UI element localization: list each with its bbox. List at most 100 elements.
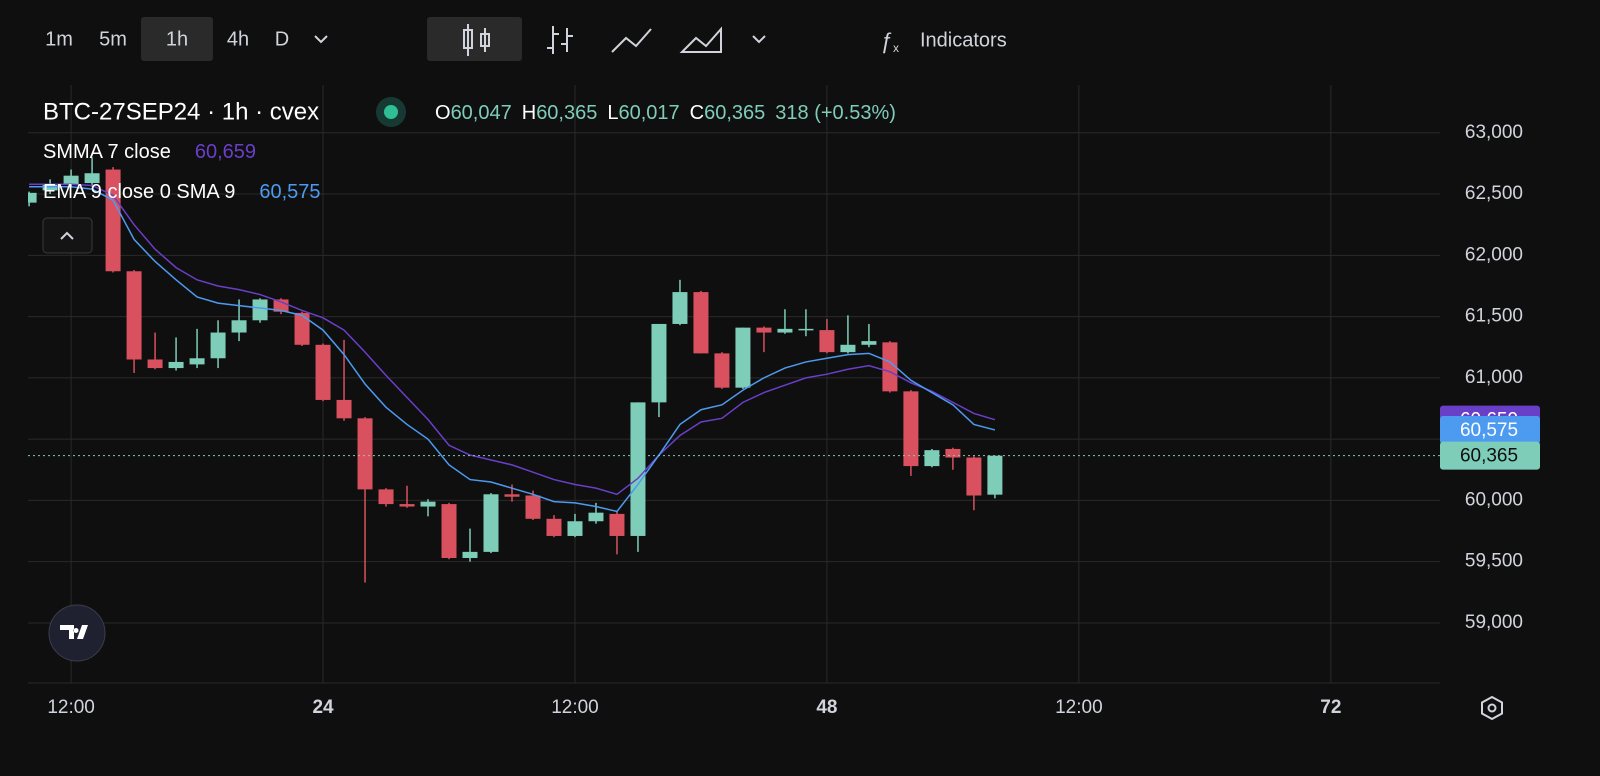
candle-body	[861, 341, 877, 345]
candle-body	[126, 271, 142, 360]
candle-body	[987, 455, 1003, 495]
ohlc-value: 60,365	[704, 102, 765, 124]
timeframe[interactable]: 4h	[227, 28, 249, 50]
candle-body	[546, 518, 562, 536]
x-tick-label: 12:00	[47, 697, 95, 718]
candle-body	[903, 391, 919, 467]
candle-body	[147, 359, 163, 369]
y-tick-label: 61,500	[1465, 306, 1523, 327]
change-value: 318 (+0.53%)	[775, 102, 896, 124]
timeframe[interactable]: 1m	[45, 28, 73, 50]
timeframe[interactable]: 5m	[99, 28, 127, 50]
line-icon[interactable]	[611, 28, 652, 53]
candle-body	[945, 448, 961, 458]
y-tick-label: 62,500	[1465, 183, 1523, 204]
candle-body	[483, 494, 499, 552]
fx-icon[interactable]: ƒ	[880, 28, 892, 53]
candle-body	[630, 402, 646, 536]
candle-body	[273, 299, 289, 312]
settings-center[interactable]	[1487, 703, 1497, 713]
candle-body	[777, 328, 793, 333]
symbol-title: BTC-27SEP24 · 1h · cvex	[43, 98, 319, 125]
price-badge-label: 60,575	[1460, 420, 1518, 441]
collapse-button[interactable]	[42, 217, 93, 254]
candle-body	[924, 450, 940, 467]
series-value: 60,659	[195, 141, 256, 163]
y-tick-label: 59,000	[1465, 612, 1523, 633]
y-tick-label: 59,500	[1465, 551, 1523, 572]
candle-body	[336, 399, 352, 419]
candle-body	[189, 358, 205, 365]
y-tick-label: 63,000	[1465, 122, 1523, 143]
candle-body	[525, 495, 541, 519]
ohlc-value: 60,017	[618, 102, 679, 124]
candle-type-bg[interactable]	[427, 17, 522, 61]
logo-circle[interactable]	[48, 604, 106, 662]
price-badge	[1440, 441, 1540, 470]
plot-area	[28, 157, 1003, 583]
timeframe[interactable]: 1h	[166, 28, 188, 50]
candle-body	[756, 327, 772, 333]
ohlc-label: C	[690, 102, 704, 124]
candle-body	[399, 504, 415, 507]
grid	[28, 85, 1440, 683]
active-timeframe-bg	[141, 17, 213, 61]
toolbar: 1m 5m 1h 4h D ƒ x Indicators	[45, 17, 1007, 61]
settings-hex[interactable]	[1481, 695, 1503, 721]
y-tick-label: 61,000	[1465, 367, 1523, 388]
fx-icon[interactable]: x	[893, 41, 899, 55]
indicator-line	[29, 185, 996, 513]
ohlc-label: L	[607, 102, 618, 124]
price-badge	[1440, 415, 1540, 444]
y-tick-label: 60,000	[1465, 489, 1523, 510]
candle-body	[357, 418, 373, 490]
logo-mark	[60, 625, 88, 639]
tradingview-logo	[48, 604, 106, 662]
series-name: SMMA 7 close	[43, 141, 171, 163]
dropdown-icon[interactable]	[314, 35, 328, 44]
candle-body	[315, 344, 331, 400]
candles-icon[interactable]	[463, 24, 490, 56]
candle-body	[588, 512, 604, 522]
x-tick-label: 12:00	[551, 697, 599, 718]
settings-icon[interactable]	[1481, 695, 1503, 721]
candle-body	[672, 292, 688, 324]
collapse-icon[interactable]	[60, 231, 74, 240]
candle-body	[567, 521, 583, 536]
ohlc-value: 60,047	[451, 102, 512, 124]
candle-body	[168, 361, 184, 369]
candle-body	[651, 323, 667, 403]
candle-body	[882, 342, 898, 392]
candle-body	[504, 494, 520, 497]
x-tick-label: 24	[312, 697, 334, 718]
x-tick-label: 72	[1320, 697, 1341, 718]
candle-body	[210, 332, 226, 359]
candle-body	[462, 551, 478, 559]
candle-body	[966, 457, 982, 496]
status-dot	[384, 105, 398, 119]
candle-body	[378, 489, 394, 505]
bars-icon[interactable]	[547, 26, 573, 54]
x-tick-label: 12:00	[1055, 697, 1103, 718]
candle-body	[798, 328, 814, 331]
candle-body	[735, 327, 751, 388]
candle-body	[63, 175, 79, 185]
candle-body	[441, 504, 457, 559]
legend: BTC-27SEP24 · 1h · cvex O60,047 H60,365 L6…	[42, 97, 896, 254]
ohlc-label: H	[522, 102, 536, 124]
candle-body	[231, 320, 247, 333]
candle-body	[84, 173, 100, 184]
series-name: EMA 9 close 0 SMA 9	[43, 181, 235, 203]
price-badge-label: 60,365	[1460, 446, 1518, 467]
candle-body	[28, 192, 37, 203]
candle-body	[105, 169, 121, 272]
x-tick-label: 48	[816, 697, 837, 718]
indicators-button[interactable]: Indicators	[920, 29, 1007, 51]
candle-body	[420, 501, 436, 507]
timeframe[interactable]: D	[275, 28, 289, 50]
series-legend-entry: EMA 9 close 0 SMA 9 60,575	[43, 181, 321, 203]
area-icon[interactable]	[679, 26, 722, 53]
dropdown-icon[interactable]	[752, 35, 766, 44]
